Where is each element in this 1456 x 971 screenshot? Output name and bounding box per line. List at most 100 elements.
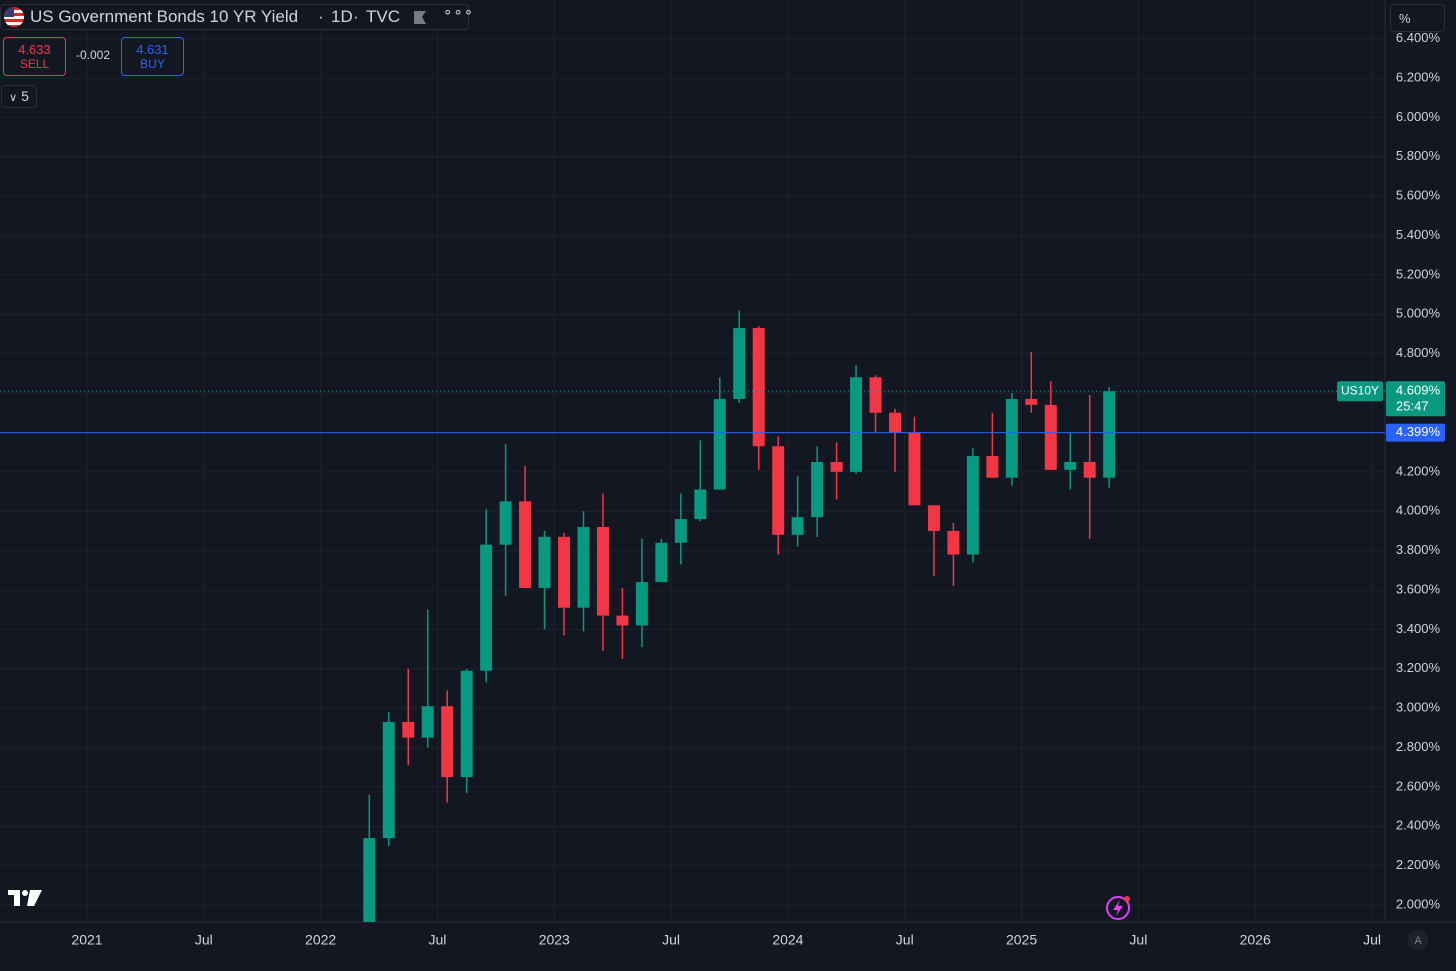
candle-body xyxy=(908,432,921,506)
candle-body xyxy=(382,721,395,839)
indicators-toggle[interactable]: ∨ 5 xyxy=(1,85,37,108)
y-tick-label: 5.800% xyxy=(1396,148,1441,163)
y-tick-label: 6.400% xyxy=(1396,30,1441,45)
candle-body xyxy=(694,489,707,520)
y-tick-label: 6.200% xyxy=(1396,69,1441,84)
interval: 1D xyxy=(331,7,353,26)
y-tick-label: 5.400% xyxy=(1396,227,1441,242)
candle-body xyxy=(421,706,434,738)
x-tick-label: Jul xyxy=(662,932,680,948)
buy-button[interactable]: 4.631 BUY xyxy=(121,37,184,76)
x-tick-label: Jul xyxy=(1363,932,1381,948)
y-tick-label: 2.600% xyxy=(1396,778,1441,793)
y-tick-label: 2.800% xyxy=(1396,739,1441,754)
y-tick-label: 5.200% xyxy=(1396,266,1441,281)
candle-body xyxy=(752,328,765,447)
sell-price: 4.633 xyxy=(18,42,51,57)
candle-body xyxy=(713,398,726,490)
alert-icon[interactable] xyxy=(1106,896,1130,920)
candle-body xyxy=(1083,461,1096,478)
flag-button[interactable] xyxy=(412,10,428,26)
source: TVC xyxy=(366,7,400,26)
candle-body xyxy=(869,377,882,413)
candle-body xyxy=(441,706,454,778)
y-tick-label: 2.400% xyxy=(1396,818,1441,833)
symbol-header[interactable]: US Government Bonds 10 YR Yield · 1D · T… xyxy=(0,4,473,30)
y-tick-label: 4.800% xyxy=(1396,345,1441,360)
candle-body xyxy=(577,526,590,608)
candle-body xyxy=(927,505,940,531)
y-tick-label: 3.800% xyxy=(1396,542,1441,557)
price-line-label: 4.399% xyxy=(1396,424,1441,439)
candle-body xyxy=(1103,391,1116,478)
x-tick-label: Jul xyxy=(1129,932,1147,948)
overlay: US10Y 4.609%25:47 4.399% xyxy=(0,381,1445,442)
x-tick-label: 2023 xyxy=(539,932,570,948)
y-tick-label: 5.600% xyxy=(1396,188,1441,203)
candle-body xyxy=(889,412,902,433)
candle-body xyxy=(733,328,746,399)
candle-body xyxy=(655,542,668,583)
buy-label: BUY xyxy=(140,57,165,71)
candle-body xyxy=(986,456,999,478)
y-tick-label: 4.000% xyxy=(1396,503,1441,518)
candle-body xyxy=(616,615,629,626)
unit-selector[interactable]: % xyxy=(1390,4,1445,32)
candle-body xyxy=(538,536,551,589)
candle-body xyxy=(460,670,473,778)
candle-body xyxy=(966,456,979,555)
candle-body xyxy=(558,536,571,608)
candle-body xyxy=(947,530,960,555)
candle-body xyxy=(1025,398,1038,405)
candle-body xyxy=(499,501,512,545)
price-line-tag xyxy=(1386,423,1445,442)
sell-button[interactable]: 4.633 SELL xyxy=(3,37,66,76)
y-tick-label: 5.000% xyxy=(1396,306,1441,321)
sell-label: SELL xyxy=(19,57,50,71)
symbol-tag xyxy=(1337,381,1383,402)
scale-mode: A xyxy=(1414,935,1422,947)
more-button[interactable]: ∘∘∘ xyxy=(443,4,475,21)
candle-body xyxy=(674,519,687,543)
y-tick-label: 4.200% xyxy=(1396,463,1441,478)
symbol-title: US Government Bonds 10 YR Yield xyxy=(30,7,299,26)
x-tick-label: 2025 xyxy=(1006,932,1037,948)
last-price-tag xyxy=(1386,381,1445,417)
y-tick-label: 3.400% xyxy=(1396,621,1441,636)
scale-mode-button[interactable] xyxy=(1408,930,1428,950)
x-tick-label: Jul xyxy=(195,932,213,948)
y-tick-label: 3.200% xyxy=(1396,660,1441,675)
candle-body xyxy=(519,501,532,589)
countdown: 25:47 xyxy=(1396,399,1429,414)
logo xyxy=(8,890,42,906)
x-tick-label: Jul xyxy=(896,932,914,948)
separator: · xyxy=(318,7,324,26)
candle-body xyxy=(791,517,804,535)
y-tick-label: 6.000% xyxy=(1396,109,1441,124)
x-tick-label: 2026 xyxy=(1240,932,1271,948)
y-tick-label: 2.200% xyxy=(1396,857,1441,872)
y-tick-label: 3.600% xyxy=(1396,581,1441,596)
chevron: ∨ xyxy=(9,92,18,104)
candles xyxy=(363,310,1116,922)
candle-body xyxy=(850,377,863,472)
spread: -0.002 xyxy=(75,48,111,62)
candle-body xyxy=(1005,398,1018,478)
candle-body xyxy=(402,721,415,738)
last-price-label: 4.609% xyxy=(1396,383,1441,398)
x-tick-label: 2022 xyxy=(305,932,336,948)
candle-body xyxy=(480,544,493,671)
candle-body xyxy=(1064,461,1077,470)
y-tick-label: 3.000% xyxy=(1396,700,1441,715)
buy-price: 4.631 xyxy=(136,42,169,57)
x-tick-label: Jul xyxy=(429,932,447,948)
candle-body xyxy=(596,526,609,616)
candle-body xyxy=(830,461,843,472)
separator: · xyxy=(353,7,359,26)
candle-body xyxy=(1044,404,1057,470)
x-tick-label: 2021 xyxy=(71,932,102,948)
indicator-count: 5 xyxy=(21,88,29,104)
candle-body xyxy=(363,838,376,922)
